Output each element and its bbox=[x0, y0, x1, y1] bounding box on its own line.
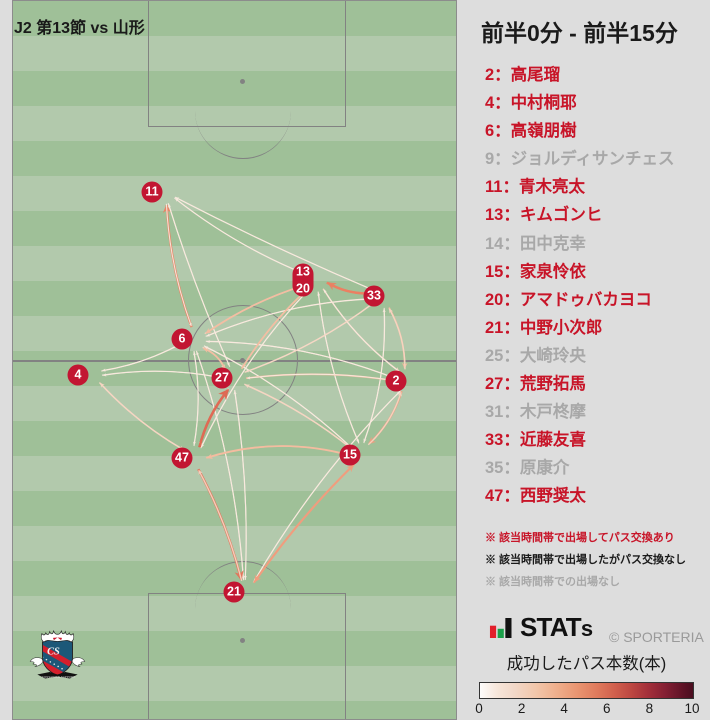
svg-text:CS: CS bbox=[47, 646, 60, 657]
svg-text:CONSADOLE SAPPORO: CONSADOLE SAPPORO bbox=[42, 675, 75, 679]
